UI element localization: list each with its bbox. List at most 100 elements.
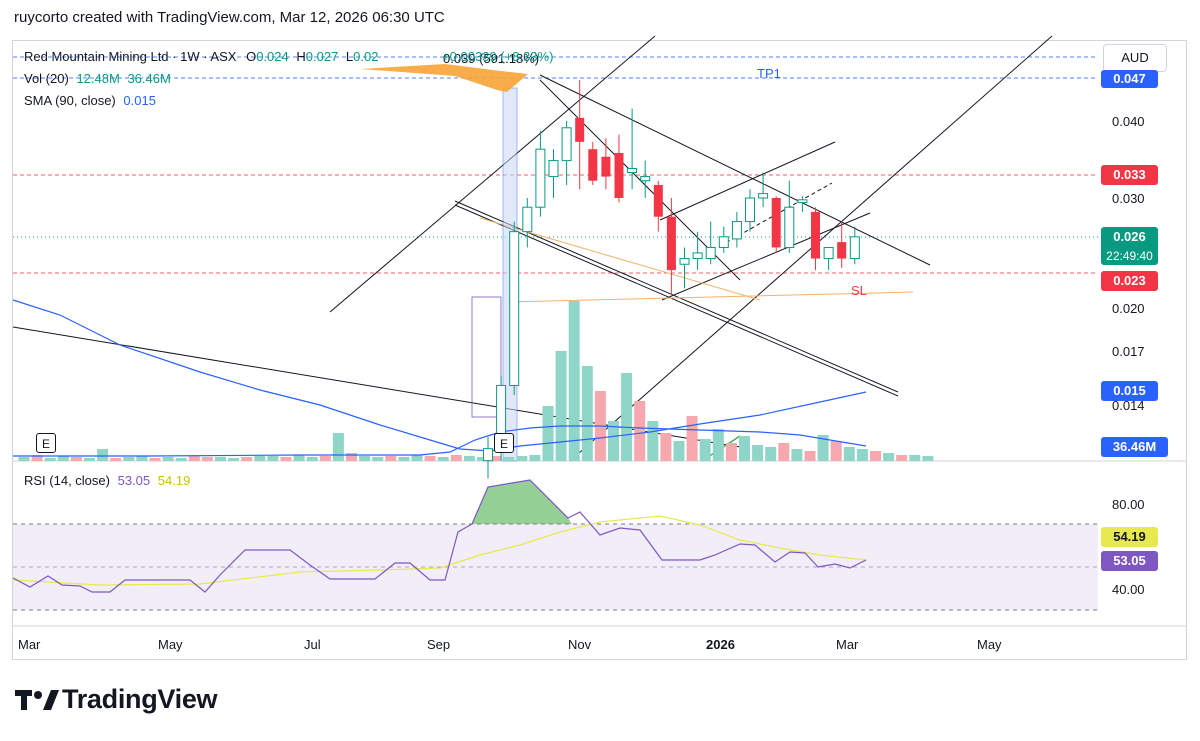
volume-bar (346, 453, 357, 461)
volume-bar (490, 456, 502, 461)
author-line: ruycorto created with TradingView.com, M… (14, 9, 445, 26)
symbol-legend[interactable]: Red Mountain Mining Ltd · 1W · ASX O0.02… (24, 49, 553, 64)
candle-body[interactable] (535, 148, 546, 208)
candle-body[interactable] (718, 236, 729, 248)
trendlines[interactable] (12, 35, 1053, 462)
candle-body[interactable] (797, 199, 808, 204)
candle-body[interactable] (784, 206, 795, 248)
volume-bar (201, 457, 213, 461)
candles[interactable] (483, 80, 860, 479)
volume-bar (843, 447, 855, 461)
orange-arrow-annotation[interactable] (360, 64, 528, 92)
ascending-channel-top[interactable] (659, 141, 836, 221)
candle-body[interactable] (575, 117, 585, 142)
volume-bar (529, 455, 541, 461)
rsi-legend[interactable]: RSI (14, close) 53.05 54.19 (24, 473, 190, 488)
volume-bar (516, 456, 528, 461)
volume-bar (123, 457, 135, 461)
low-value: 0.02 (353, 49, 379, 64)
candle-body[interactable] (627, 167, 638, 173)
volume-bar (450, 455, 462, 461)
candle-body[interactable] (731, 221, 742, 240)
y-tick-label: 0.017 (1112, 344, 1145, 359)
candle-body[interactable] (588, 149, 598, 181)
candle-body[interactable] (601, 156, 611, 177)
volume-bar (57, 456, 69, 461)
wedge-upper-line[interactable] (329, 35, 656, 313)
volume-bar (791, 449, 803, 461)
volume-bar (241, 457, 253, 461)
volume-bar (804, 451, 816, 461)
volume-legend[interactable]: Vol (20) 12.48M 36.46M (24, 71, 171, 86)
candle-body[interactable] (745, 197, 755, 223)
resistance-price-tag: 0.033 (1101, 165, 1158, 185)
volume-bar (830, 441, 842, 461)
volume-bar (149, 458, 161, 461)
volume-bar (778, 443, 790, 461)
sl-label[interactable]: SL (851, 283, 867, 298)
rsi-overbought-fill (472, 480, 572, 524)
wedge-right-line[interactable] (539, 79, 741, 281)
rsi-tag: 53.05 (1101, 551, 1158, 571)
volume-bar (97, 449, 109, 461)
candle-body[interactable] (483, 448, 493, 462)
support-fan-line[interactable] (479, 217, 761, 301)
volume-bar (110, 458, 122, 461)
volume-bar (686, 416, 698, 461)
y-tick-label: 0.020 (1112, 301, 1145, 316)
candle-body[interactable] (758, 193, 769, 199)
candle-body[interactable] (849, 236, 860, 260)
volume-bar (228, 458, 240, 461)
candle-body[interactable] (548, 160, 559, 178)
candle-body[interactable] (811, 211, 820, 259)
candle-body[interactable] (509, 231, 520, 386)
volume-bar (896, 455, 908, 461)
volume-bar (725, 443, 737, 461)
volume-bar (18, 457, 30, 461)
volume-bar (188, 456, 200, 461)
volume-bar (372, 457, 384, 461)
volume-bar (555, 351, 567, 461)
rsi-tick-label: 80.00 (1112, 497, 1145, 512)
candle-body[interactable] (771, 198, 781, 248)
volume-bar (319, 456, 331, 461)
volume-bar (856, 449, 868, 461)
volume-bar (581, 366, 593, 461)
x-tick-label: Sep (427, 637, 450, 652)
channel-lower-line-b[interactable] (454, 204, 899, 397)
volume-bar (332, 433, 344, 461)
earnings-marker[interactable]: E (36, 433, 56, 453)
volume-bar (752, 445, 764, 461)
stop-price-tag: 0.023 (1101, 271, 1158, 291)
volume-bar (359, 456, 371, 461)
channel-lower-line-a[interactable] (454, 200, 899, 393)
currency-button[interactable]: AUD (1103, 44, 1167, 72)
x-tick-label: Mar (18, 637, 41, 652)
candle-body[interactable] (705, 246, 716, 260)
breakout-volume-box[interactable] (471, 296, 502, 418)
earnings-marker[interactable]: E (494, 433, 514, 453)
tp1-label[interactable]: TP1 (757, 66, 781, 81)
volume-bar (739, 436, 750, 461)
sma-legend[interactable]: SMA (90, close) 0.015 (24, 93, 156, 108)
volume-bar (660, 433, 672, 461)
descending-resistance-line[interactable] (539, 74, 931, 266)
candle-body[interactable] (653, 184, 663, 217)
volume-ma-value: 36.46M (127, 71, 171, 86)
candle-body[interactable] (692, 252, 703, 260)
support-line[interactable] (507, 291, 914, 303)
volume-bar (267, 456, 279, 461)
candle-body[interactable] (614, 152, 624, 198)
candle-body[interactable] (823, 246, 834, 260)
candle-body[interactable] (640, 176, 651, 182)
chart-frame[interactable] (12, 40, 1187, 660)
candle-body[interactable] (561, 127, 572, 162)
volume-bar (765, 447, 777, 461)
candle-body[interactable] (837, 242, 847, 259)
volume-bars (18, 301, 934, 461)
candle-body[interactable] (522, 206, 533, 233)
volume-bar (883, 453, 895, 461)
candle-body[interactable] (679, 258, 690, 265)
candle-body[interactable] (666, 216, 676, 271)
